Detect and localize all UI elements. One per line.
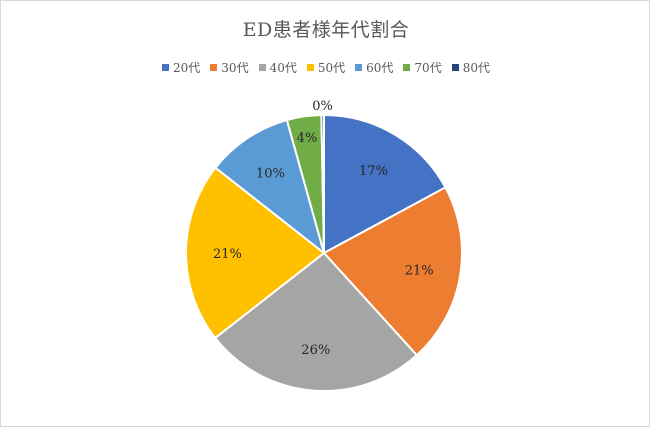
legend-item: 40代 [258,59,297,76]
pie-slice [185,166,326,340]
data-label: 10% [256,167,285,182]
legend-label: 80代 [462,61,490,75]
legend-item: 60代 [355,59,393,76]
pie-slice [214,118,326,256]
data-label: 0% [312,99,333,114]
legend-item: 80代 [451,59,490,76]
legend-swatch [355,64,363,71]
legend-item: 20代 [162,59,200,76]
legend-label: 70代 [414,61,442,75]
legend-swatch [403,64,411,71]
legend-swatch [258,64,266,71]
legend-swatch [210,64,218,71]
data-label: 4% [297,131,318,146]
chart-title: ED患者様年代割合 [242,19,410,41]
legend-item: 30代 [210,59,249,76]
data-label: 17% [359,164,388,179]
chart-legend: 20代 30代 40代 50代 60代 70代 80代 [1,59,650,76]
pie-slice [213,251,419,392]
legend-swatch [162,64,170,71]
data-label: 21% [405,263,434,278]
data-label: 21% [213,247,242,262]
legend-swatch [451,64,459,71]
legend-label: 30代 [221,61,249,75]
legend-label: 50代 [317,61,346,75]
legend-item: 70代 [403,59,442,76]
legend-swatch [306,64,314,71]
pie-slice [320,113,325,254]
legend-label: 60代 [366,61,394,75]
pie-slice [322,186,463,357]
legend-label: 20代 [173,61,201,75]
data-label: 26% [301,343,330,358]
pie-slice [323,113,447,255]
legend-label: 40代 [269,61,297,75]
legend-item: 50代 [306,59,346,76]
